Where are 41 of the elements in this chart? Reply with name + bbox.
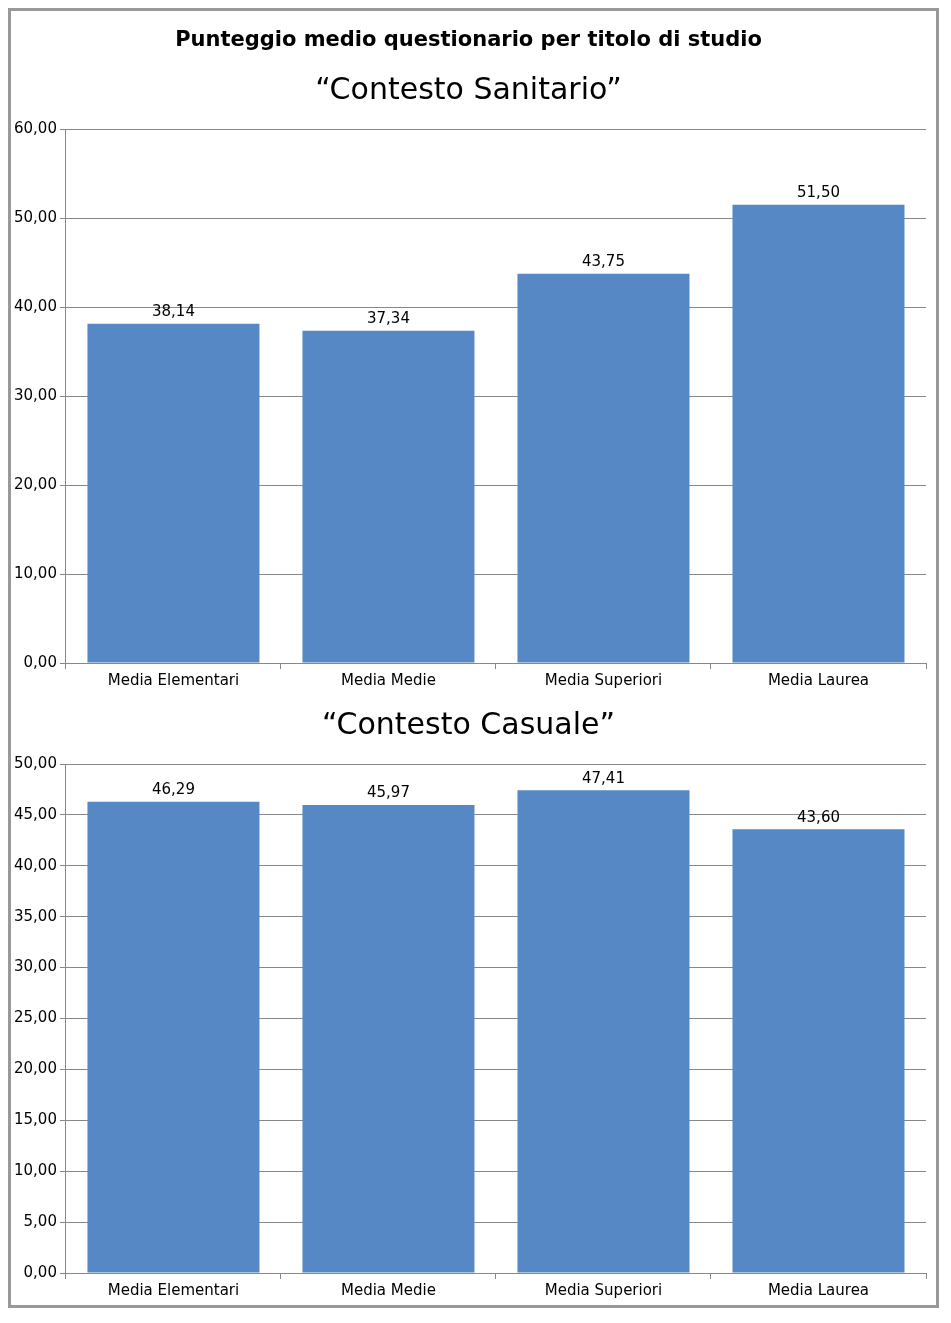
- bar: [87, 323, 260, 663]
- x-tick-label: Media Medie: [341, 670, 436, 689]
- y-tick-label: 25,00: [13, 1008, 57, 1027]
- data-label: 47,41: [582, 768, 625, 787]
- y-tick-label: 40,00: [13, 855, 57, 874]
- y-tick-label: 10,00: [13, 1161, 57, 1180]
- bar: [302, 330, 475, 663]
- y-tick-label: 10,00: [13, 563, 57, 582]
- y-tick-label: 35,00: [13, 906, 57, 925]
- y-tick-label: 0,00: [23, 652, 57, 671]
- x-tick-label: Media Superiori: [544, 670, 663, 689]
- data-label: 38,14: [151, 302, 195, 321]
- y-tick-label: 30,00: [13, 957, 57, 976]
- bar: [517, 273, 690, 663]
- y-tick-label: 0,00: [23, 1262, 57, 1281]
- y-tick-label: 40,00: [13, 297, 57, 316]
- y-tick-label: 60,00: [13, 119, 57, 138]
- data-label: 43,75: [582, 252, 625, 271]
- x-tick-label: Media Elementari: [107, 670, 240, 689]
- x-tick-label: Media Laurea: [767, 670, 870, 689]
- y-tick-label: 15,00: [13, 1110, 57, 1129]
- y-tick-label: 5,00: [23, 1211, 57, 1230]
- data-label: 51,50: [797, 183, 840, 202]
- x-tick-label: Media Laurea: [767, 1280, 870, 1299]
- y-tick-label: 20,00: [13, 1059, 57, 1078]
- bar: [732, 204, 905, 663]
- y-tick-label: 30,00: [13, 385, 57, 404]
- x-tick-label: Media Superiori: [544, 1280, 663, 1299]
- data-label: 46,29: [151, 780, 195, 799]
- x-tick-label: Media Elementari: [107, 1280, 240, 1299]
- chart-title: “Contesto Casuale”: [322, 705, 615, 741]
- chart-title: Punteggio medio questionario per titolo di studio: [175, 27, 762, 52]
- data-label: 43,60: [797, 807, 840, 826]
- chart-subtitle: “Contesto Sanitario”: [315, 71, 622, 106]
- y-tick-label: 45,00: [13, 804, 57, 823]
- data-label: 37,34: [366, 309, 410, 328]
- y-tick-label: 50,00: [13, 208, 57, 227]
- data-label: 45,97: [366, 783, 410, 802]
- x-tick-label: Media Medie: [341, 1280, 436, 1299]
- y-tick-label: 50,00: [13, 753, 57, 772]
- y-tick-label: 20,00: [13, 474, 57, 493]
